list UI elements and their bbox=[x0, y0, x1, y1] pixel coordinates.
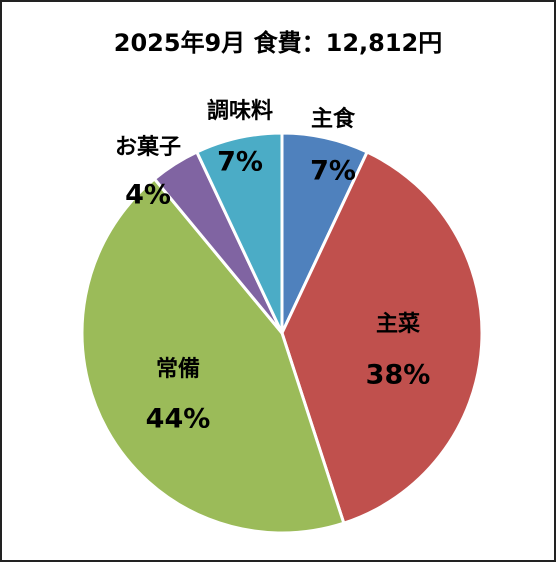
slice-category-label: 常備 bbox=[156, 356, 200, 382]
slice-category-label: お菓子 bbox=[115, 134, 181, 160]
pie-slice bbox=[280, 150, 484, 526]
slice-category-label: 主食 bbox=[311, 106, 356, 132]
chart-title: 2025年9月 食費：12,812円 bbox=[114, 29, 442, 57]
slice-value-label: 7% bbox=[217, 147, 263, 178]
slice-value-label: 4% bbox=[125, 180, 171, 211]
slice-value-label: 7% bbox=[310, 156, 356, 187]
slice-value-label: 38% bbox=[366, 360, 431, 391]
pie-slice bbox=[80, 176, 346, 535]
pie-slice bbox=[194, 131, 284, 334]
slice-value-label: 44% bbox=[146, 404, 211, 435]
slice-category-label: 主菜 bbox=[376, 312, 420, 337]
slice-category-label: 調味料 bbox=[207, 98, 273, 124]
